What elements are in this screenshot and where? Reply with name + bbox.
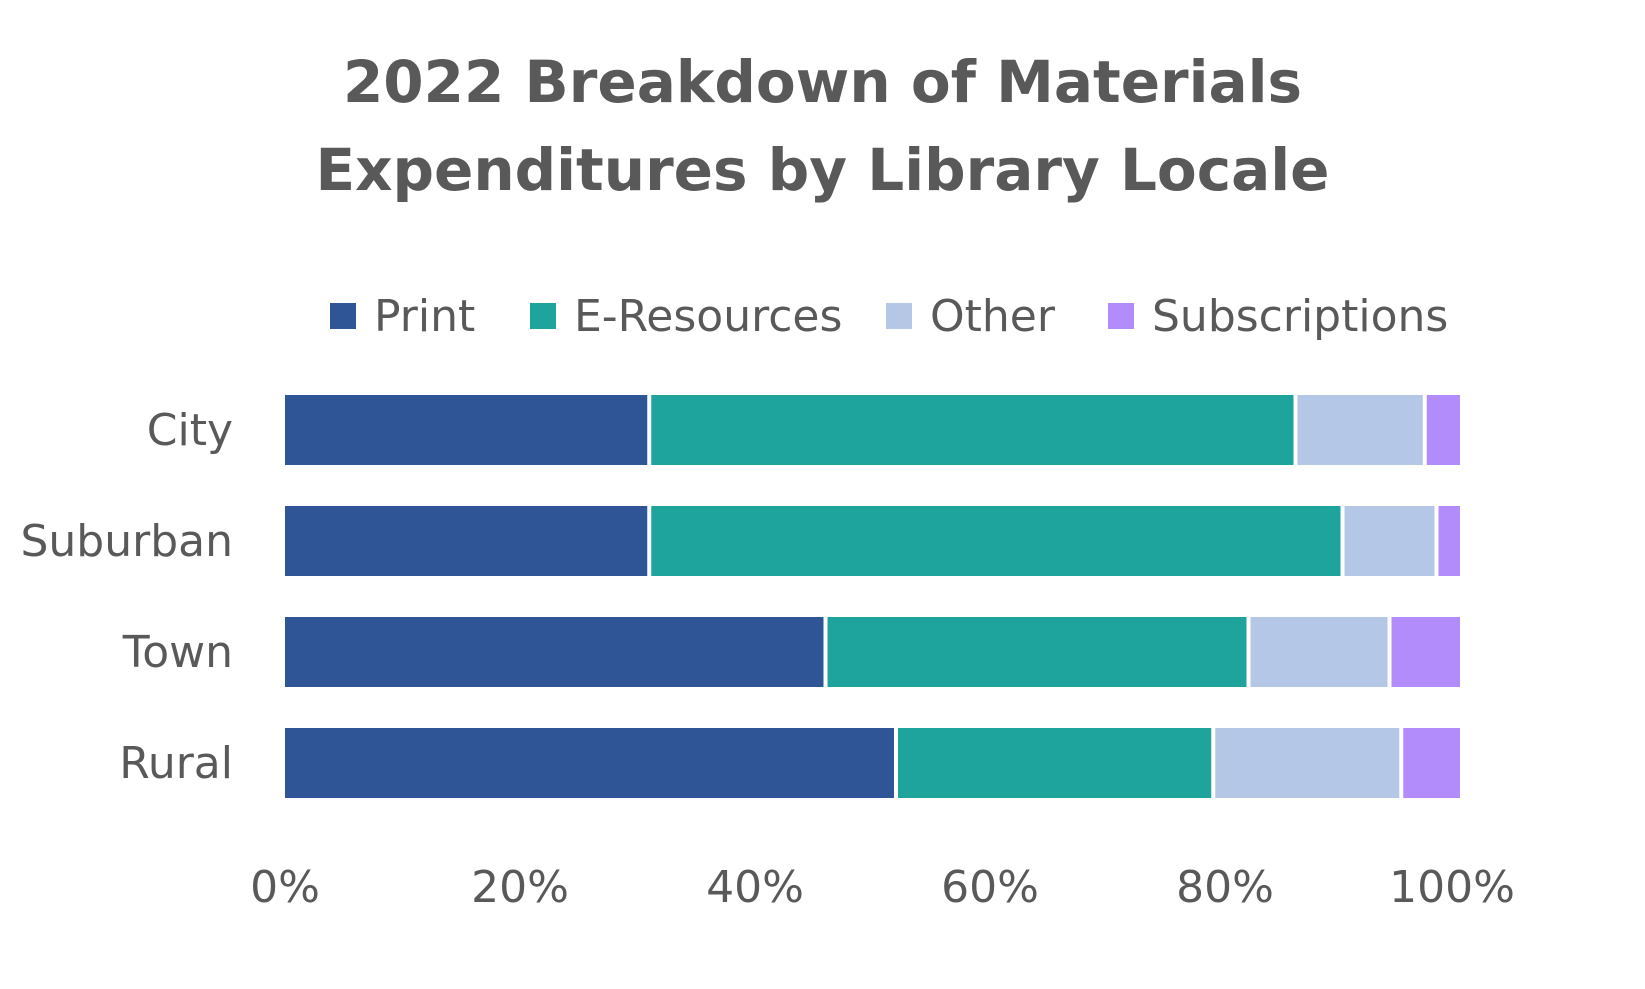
category-label-city: City [147, 405, 233, 456]
x-tick-label-20: 20% [471, 862, 569, 913]
x-tick-label-zero: 0% [250, 862, 320, 913]
legend-label-other: Other [930, 290, 1055, 342]
x-tick-label-100: 100% [1389, 862, 1515, 913]
chart-title-line-2: Expenditures by Library Locale [315, 136, 1330, 204]
bar-town-print [285, 617, 824, 687]
category-label-town: Town [122, 627, 233, 678]
bar-suburban-e-resources [651, 506, 1341, 576]
legend-swatch-print [330, 303, 356, 329]
x-tick-label-60: 60% [941, 862, 1039, 913]
legend-item-subscriptions: Subscriptions [1108, 286, 1448, 346]
category-label-rural: Rural [119, 738, 233, 789]
x-tick-label-40: 40% [706, 862, 804, 913]
bar-rural-other [1215, 728, 1400, 798]
bar-city-other [1297, 395, 1423, 465]
legend-label-e-resources: E-Resources [574, 290, 843, 342]
legend-swatch-other [886, 303, 912, 329]
chart-title: 2022 Breakdown of Materials Expenditures… [0, 38, 1645, 214]
legend-label-print: Print [374, 290, 476, 342]
legend-item-print: Print [330, 286, 475, 346]
bar-suburban-print [285, 506, 648, 576]
bar-rural-print [285, 728, 894, 798]
bar-suburban-subscriptions [1438, 506, 1460, 576]
bar-city-subscriptions [1426, 395, 1460, 465]
legend-swatch-e-resources [530, 303, 556, 329]
bar-town-subscriptions [1391, 617, 1460, 687]
category-label-suburban: Suburban [20, 516, 233, 567]
legend-item-other: Other [886, 286, 1055, 346]
legend-swatch-subscriptions [1108, 303, 1134, 329]
bar-rural-subscriptions [1403, 728, 1460, 798]
bar-town-e-resources [827, 617, 1247, 687]
legend: Print E-Resources Other Subscriptions [0, 286, 1645, 346]
x-tick-label-80: 80% [1176, 862, 1274, 913]
bar-rural-e-resources [898, 728, 1212, 798]
bar-city-print [285, 395, 648, 465]
legend-item-e-resources: E-Resources [530, 286, 842, 346]
bar-suburban-other [1344, 506, 1435, 576]
bar-city-e-resources [651, 395, 1294, 465]
legend-label-subscriptions: Subscriptions [1152, 290, 1449, 342]
bar-town-other [1250, 617, 1388, 687]
chart-title-line-1: 2022 Breakdown of Materials [342, 48, 1303, 116]
